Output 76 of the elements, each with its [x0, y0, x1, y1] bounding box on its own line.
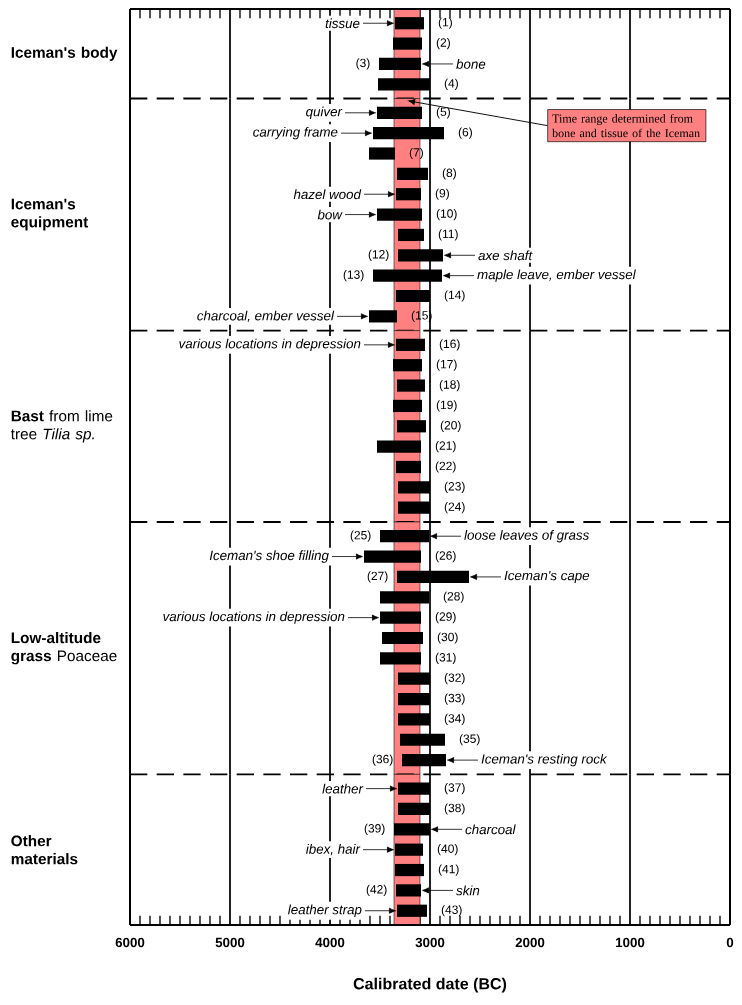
x-axis-title: Calibrated date (BC): [353, 977, 507, 993]
category-label: (13): [343, 270, 364, 282]
category-label: (3): [356, 58, 370, 70]
x-tick-label: 3000: [415, 937, 445, 948]
category-label: (43): [441, 905, 462, 917]
x-tick-label: 2000: [515, 937, 545, 948]
annotation: maple leave, ember vessel: [477, 269, 636, 282]
annotation: various locations in depression: [163, 611, 345, 624]
annotation: Iceman's shoe filling: [209, 550, 329, 563]
category-label: (35): [459, 734, 480, 746]
category-label: (40): [437, 844, 458, 856]
y-axis-title: Low-altitude grass Poaceae: [11, 631, 117, 665]
category-label: (10): [436, 208, 457, 221]
category-label: (34): [444, 713, 465, 725]
y-axis-title: Iceman's equipment: [11, 198, 89, 231]
category-label: (26): [435, 550, 456, 563]
category-label: (14): [444, 290, 465, 302]
category-label: (18): [439, 379, 460, 392]
category-label: (6): [458, 127, 472, 139]
annotation: skin: [456, 885, 480, 896]
x-tick-label: 0: [726, 937, 734, 948]
x-tick-label: 4000: [315, 937, 345, 948]
category-label: (25): [350, 530, 371, 542]
x-tick-label: 6000: [115, 937, 145, 948]
category-label: (4): [444, 78, 458, 90]
category-label: (5): [436, 107, 450, 119]
category-label: (37): [444, 783, 465, 795]
annotation: carrying frame: [253, 126, 338, 140]
category-label: (41): [438, 864, 459, 876]
category-label: (39): [364, 823, 385, 835]
annotation: charcoal, ember vessel: [197, 310, 335, 323]
annotation: Iceman's cape: [504, 570, 590, 583]
annotation: bow: [317, 209, 343, 220]
category-label: (28): [443, 591, 464, 603]
category-label: (7): [409, 147, 423, 160]
category-label: (20): [440, 420, 461, 432]
category-label: (17): [436, 359, 457, 371]
category-label: (8): [442, 168, 456, 180]
category-label: (9): [435, 188, 449, 200]
category-label: (19): [436, 400, 457, 412]
annotation: leather: [322, 783, 364, 794]
y-axis-title: Other materials: [11, 835, 78, 865]
category-label: (29): [435, 612, 456, 624]
category-label: (36): [372, 754, 393, 766]
category-label: (21): [435, 441, 456, 453]
category-label: (16): [439, 339, 460, 351]
annotation: tissue: [325, 18, 360, 29]
category-label: (12): [368, 249, 389, 261]
annotation: axe shaft: [478, 250, 533, 261]
category-label: (27): [367, 571, 388, 583]
x-tick-label: 1000: [616, 937, 645, 948]
category-label: (1): [438, 17, 452, 29]
y-axis-title: Bast from lime tree Tilia sp.: [10, 410, 113, 443]
annotation: leather strap: [288, 904, 362, 917]
category-label: (22): [435, 461, 456, 473]
annotation: bone: [456, 59, 486, 69]
annotation: hazel wood: [293, 189, 362, 200]
category-label: (30): [437, 632, 458, 644]
category-label: (11): [438, 229, 458, 241]
x-tick-label: 5000: [215, 937, 245, 948]
annotation: various locations in depression: [179, 338, 361, 352]
category-label: (33): [444, 693, 465, 705]
y-axis-title: Iceman's body: [11, 46, 118, 61]
annotation: quiver: [306, 106, 343, 119]
category-label: (38): [444, 803, 465, 815]
category-label: (42): [366, 884, 387, 896]
annotation: charcoal: [465, 824, 516, 835]
category-label: (23): [444, 481, 465, 493]
annotation: Iceman's resting rock: [481, 753, 608, 767]
category-label: (2): [436, 38, 450, 50]
category-label: (31): [435, 652, 456, 664]
category-label: (24): [444, 502, 465, 514]
band-label: Time range determined from bone and tissue of the Iceman: [552, 113, 700, 138]
annotation: loose leaves of grass: [464, 529, 590, 543]
annotation: ibex, hair: [306, 844, 361, 856]
category-label: (32): [444, 673, 465, 685]
